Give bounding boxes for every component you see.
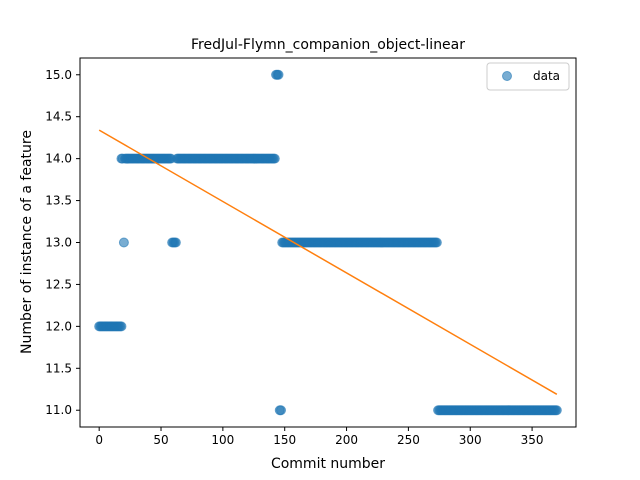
- legend-marker-data: [502, 71, 512, 81]
- x-tick-label: 300: [459, 433, 482, 447]
- data-point: [170, 237, 181, 248]
- data-point: [551, 405, 562, 416]
- legend-label-data: data: [533, 69, 560, 83]
- x-tick-label: 100: [211, 433, 234, 447]
- y-tick-label: 11.0: [45, 403, 72, 417]
- y-tick-label: 14.0: [45, 152, 72, 166]
- y-tick-label: 15.0: [45, 68, 72, 82]
- x-axis-label: Commit number: [271, 456, 385, 472]
- data-point: [269, 153, 280, 164]
- data-layer: [94, 69, 562, 416]
- chart-title: FredJul-Flymn_companion_object-linear: [191, 37, 465, 53]
- y-tick-label: 12.5: [45, 277, 72, 291]
- y-axis-label: Number of instance of a feature: [19, 130, 35, 354]
- y-tick-label: 14.5: [45, 110, 72, 124]
- x-tick-label: 150: [273, 433, 296, 447]
- x-tick-label: 50: [153, 433, 168, 447]
- legend-box: [486, 62, 570, 91]
- data-point: [276, 405, 286, 416]
- legend: data: [486, 62, 570, 91]
- y-tick-label: 13.5: [45, 194, 72, 208]
- x-tick-label: 350: [521, 433, 544, 447]
- data-point: [431, 237, 442, 248]
- axes-layer: 0 50 100 150 200 250 300 350 11.0 11.5 12.0 12.5 13.…: [45, 57, 577, 447]
- x-tick-label: 0: [95, 433, 103, 447]
- trend-line: [98, 129, 558, 395]
- y-tick-label: 11.5: [45, 361, 72, 375]
- data-point: [116, 321, 127, 332]
- y-tick-label: 13.0: [45, 236, 72, 250]
- x-tick-label: 200: [335, 433, 358, 447]
- data-point: [273, 69, 284, 80]
- x-tick-label: 250: [397, 433, 420, 447]
- data-point: [118, 237, 129, 248]
- y-tick-label: 12.0: [45, 319, 72, 333]
